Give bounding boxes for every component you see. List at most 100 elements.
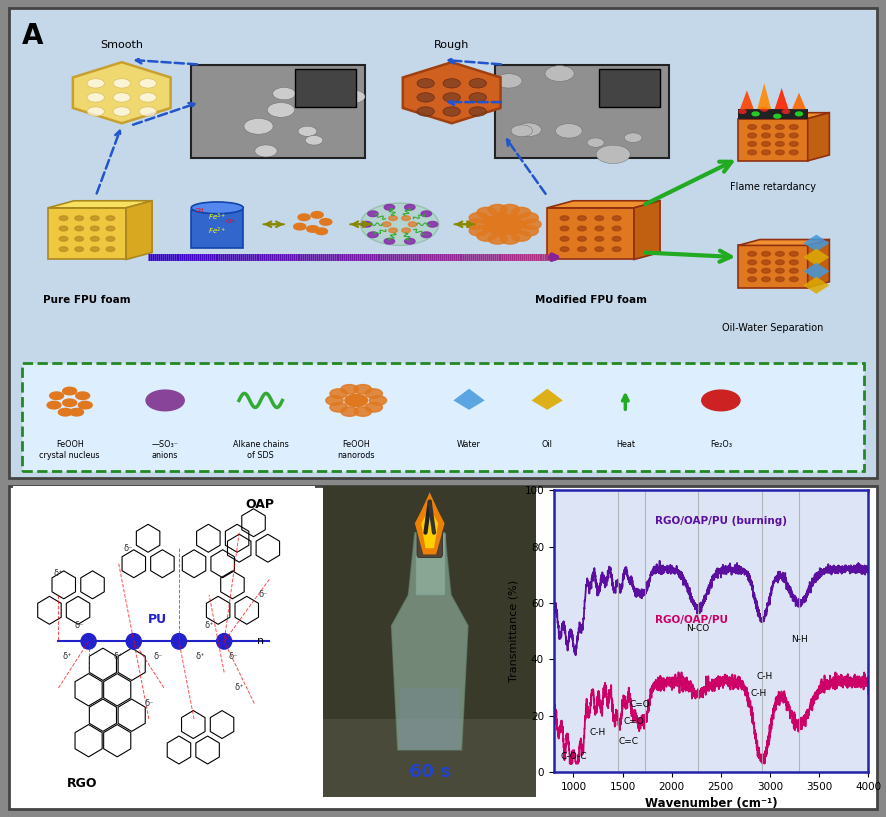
Circle shape <box>63 399 76 407</box>
Text: Oil: Oil <box>541 440 553 449</box>
Circle shape <box>702 390 740 411</box>
Circle shape <box>75 392 89 400</box>
Circle shape <box>255 145 277 157</box>
Circle shape <box>560 247 569 252</box>
Circle shape <box>545 65 574 82</box>
Circle shape <box>507 214 520 221</box>
Polygon shape <box>415 493 445 555</box>
Circle shape <box>405 204 415 210</box>
Circle shape <box>389 216 398 221</box>
Circle shape <box>81 634 96 649</box>
Text: Smooth: Smooth <box>100 41 144 51</box>
Circle shape <box>50 392 64 400</box>
Text: $Fe^{3+}$: $Fe^{3+}$ <box>208 212 227 223</box>
Text: B: B <box>22 496 43 524</box>
Circle shape <box>106 236 115 241</box>
Polygon shape <box>774 88 789 109</box>
FancyBboxPatch shape <box>415 533 445 595</box>
Text: PU: PU <box>148 613 167 626</box>
Circle shape <box>341 407 358 417</box>
Text: n: n <box>257 636 264 646</box>
Circle shape <box>273 87 295 100</box>
Polygon shape <box>403 62 501 123</box>
Polygon shape <box>532 389 563 410</box>
Circle shape <box>341 90 365 103</box>
Circle shape <box>47 401 61 408</box>
Polygon shape <box>804 263 829 279</box>
Circle shape <box>511 231 531 241</box>
Circle shape <box>517 123 541 136</box>
Text: Modified FPU foam: Modified FPU foam <box>534 295 647 305</box>
FancyBboxPatch shape <box>48 208 126 260</box>
Circle shape <box>354 385 371 394</box>
Circle shape <box>139 107 157 116</box>
Text: OAP: OAP <box>245 498 275 511</box>
Circle shape <box>595 236 603 241</box>
Circle shape <box>59 226 68 231</box>
Circle shape <box>59 236 68 241</box>
Circle shape <box>501 204 519 215</box>
FancyBboxPatch shape <box>323 486 536 797</box>
Circle shape <box>330 389 347 398</box>
Circle shape <box>341 385 358 394</box>
Circle shape <box>382 222 391 226</box>
Circle shape <box>511 125 532 136</box>
Text: N-CO: N-CO <box>687 624 710 633</box>
Circle shape <box>427 221 438 227</box>
Circle shape <box>389 228 398 233</box>
Text: Oil-Water Separation: Oil-Water Separation <box>722 323 824 333</box>
Circle shape <box>139 92 157 102</box>
Circle shape <box>417 78 434 88</box>
Circle shape <box>171 634 186 649</box>
Text: A: A <box>22 22 43 51</box>
Circle shape <box>789 133 798 138</box>
Text: Alkane chains
of SDS: Alkane chains of SDS <box>233 440 289 460</box>
Circle shape <box>789 141 798 146</box>
Text: RGO: RGO <box>67 777 97 790</box>
Text: C=O: C=O <box>624 717 645 726</box>
Circle shape <box>369 395 386 405</box>
Text: —SO₃⁻
anions: —SO₃⁻ anions <box>152 440 179 460</box>
Circle shape <box>106 226 115 231</box>
Circle shape <box>401 228 410 233</box>
Text: 60 s: 60 s <box>408 763 451 781</box>
Circle shape <box>78 401 92 408</box>
Circle shape <box>775 260 784 265</box>
Circle shape <box>477 208 496 217</box>
Polygon shape <box>804 277 829 294</box>
Circle shape <box>612 226 621 231</box>
Polygon shape <box>421 508 439 548</box>
Circle shape <box>59 247 68 252</box>
Circle shape <box>421 211 431 217</box>
Circle shape <box>789 269 798 273</box>
Circle shape <box>762 125 770 129</box>
Circle shape <box>311 212 323 218</box>
Text: δ⁻: δ⁻ <box>229 652 238 662</box>
Circle shape <box>796 112 803 116</box>
Circle shape <box>748 252 757 257</box>
FancyBboxPatch shape <box>13 486 315 797</box>
Text: C-O-C: C-O-C <box>561 752 587 761</box>
Text: δ⁺: δ⁺ <box>205 621 214 631</box>
Text: C-H: C-H <box>590 729 606 738</box>
FancyBboxPatch shape <box>9 486 877 809</box>
FancyBboxPatch shape <box>9 8 877 478</box>
Circle shape <box>761 107 768 111</box>
Text: δ⁻: δ⁻ <box>259 590 268 600</box>
Circle shape <box>612 216 621 221</box>
Circle shape <box>477 231 496 241</box>
Circle shape <box>365 389 383 398</box>
Circle shape <box>469 78 486 88</box>
Text: Flame retardancy: Flame retardancy <box>730 182 816 192</box>
Circle shape <box>268 103 294 118</box>
Polygon shape <box>48 201 152 208</box>
Circle shape <box>560 236 569 241</box>
Circle shape <box>139 78 157 88</box>
Circle shape <box>775 269 784 273</box>
Polygon shape <box>738 113 829 118</box>
Circle shape <box>417 92 434 102</box>
Circle shape <box>470 212 488 223</box>
Circle shape <box>578 226 587 231</box>
Circle shape <box>146 390 184 411</box>
Circle shape <box>365 403 383 412</box>
